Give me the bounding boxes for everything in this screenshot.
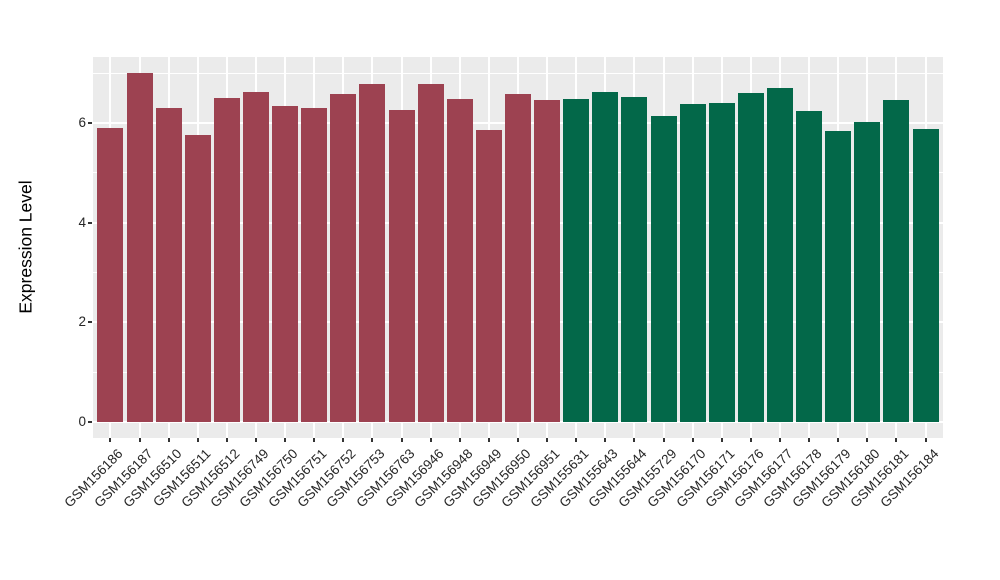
x-tick-mark-GSM155631 <box>575 438 578 442</box>
x-tick-mark-GSM156751 <box>313 438 316 442</box>
bar-GSM156950 <box>505 93 531 422</box>
bar-GSM156749 <box>243 91 269 422</box>
bar-GSM155631 <box>563 99 590 422</box>
bar-GSM156510 <box>155 107 182 422</box>
bar-GSM156184 <box>912 129 939 422</box>
x-tick-mark-GSM156510 <box>167 438 170 442</box>
bar-GSM156946 <box>417 83 444 422</box>
gridline-y-minor-7 <box>93 72 943 74</box>
x-tick-mark-GSM156752 <box>342 438 345 442</box>
x-tick-mark-GSM156763 <box>400 438 403 442</box>
x-tick-mark-GSM156171 <box>720 438 723 442</box>
x-tick-mark-GSM156170 <box>691 438 694 442</box>
bar-GSM156512 <box>213 98 240 422</box>
gridline-y-major-0 <box>93 421 943 423</box>
bar-GSM156180 <box>854 122 881 422</box>
bar-GSM156177 <box>766 88 793 422</box>
bar-GSM156186 <box>97 127 124 422</box>
x-tick-mark-GSM156951 <box>546 438 549 442</box>
y-tick-label-0: 0 <box>78 414 86 429</box>
x-tick-mark-GSM156179 <box>837 438 840 442</box>
bar-GSM155729 <box>650 115 677 422</box>
x-tick-mark-GSM156177 <box>778 438 781 442</box>
x-tick-mark-GSM155643 <box>604 438 607 442</box>
bar-GSM156951 <box>534 99 561 422</box>
x-tick-mark-GSM156511 <box>196 438 199 442</box>
bar-GSM156176 <box>737 93 764 422</box>
y-tick-label-6: 6 <box>78 115 86 130</box>
x-tick-mark-GSM155644 <box>633 438 636 442</box>
bar-GSM156752 <box>330 93 357 422</box>
x-tick-mark-GSM156178 <box>808 438 811 442</box>
bar-GSM156751 <box>301 108 328 422</box>
y-tick-label-2: 2 <box>78 314 86 330</box>
bar-GSM156511 <box>184 135 211 422</box>
x-tick-mark-GSM156753 <box>371 438 374 442</box>
x-tick-mark-GSM156180 <box>866 438 869 442</box>
x-tick-mark-GSM156512 <box>225 438 228 442</box>
x-tick-mark-GSM156950 <box>517 438 519 442</box>
y-tick-mark-6 <box>88 122 92 124</box>
bar-GSM156948 <box>446 98 473 422</box>
x-tick-mark-GSM156749 <box>255 438 257 442</box>
bar-GSM156187 <box>126 73 153 422</box>
x-tick-mark-GSM156187 <box>138 438 141 442</box>
x-tick-mark-GSM155729 <box>662 438 665 442</box>
y-tick-label-4: 4 <box>78 214 86 230</box>
y-tick-mark-2 <box>88 321 92 324</box>
x-tick-mark-GSM156184 <box>924 438 927 442</box>
bar-GSM156171 <box>708 102 735 422</box>
x-tick-mark-GSM156949 <box>487 438 490 442</box>
bar-GSM156181 <box>883 99 910 422</box>
y-axis-title: Expression Level <box>15 180 36 314</box>
bar-GSM156750 <box>272 106 299 422</box>
bar-GSM156178 <box>796 111 823 422</box>
x-tick-mark-GSM156176 <box>749 438 752 442</box>
y-tick-mark-0 <box>88 421 92 423</box>
bar-GSM156179 <box>825 131 852 422</box>
x-tick-mark-GSM156750 <box>284 438 287 442</box>
x-tick-mark-GSM156186 <box>109 438 112 442</box>
bar-GSM155644 <box>621 96 648 422</box>
bar-GSM156753 <box>359 84 386 422</box>
plot-panel <box>93 57 943 438</box>
x-tick-mark-GSM156948 <box>458 438 461 442</box>
bar-GSM155643 <box>592 92 619 422</box>
bar-GSM156170 <box>679 103 706 422</box>
bar-GSM156949 <box>475 130 502 422</box>
y-tick-mark-4 <box>88 221 92 224</box>
x-tick-mark-GSM156181 <box>895 438 898 442</box>
x-tick-mark-GSM156946 <box>429 438 432 442</box>
bar-GSM156763 <box>388 109 415 422</box>
